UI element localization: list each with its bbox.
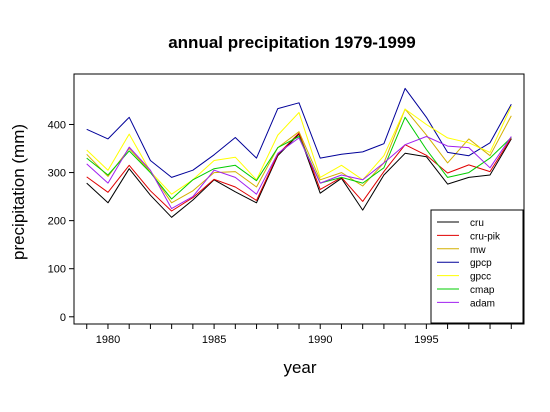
y-tick-label: 200 xyxy=(48,216,66,228)
legend-label-cru-pik: cru-pik xyxy=(470,231,501,242)
legend-label-mw: mw xyxy=(470,245,486,256)
series-line-gpcp xyxy=(86,87,512,178)
x-tick-label: 1980 xyxy=(96,334,120,346)
legend-label-gpcp: gpcp xyxy=(470,258,492,269)
x-tick-label: 1990 xyxy=(308,334,332,346)
series-line-adam xyxy=(86,136,512,210)
y-tick-label: 0 xyxy=(60,312,66,324)
x-tick-label: 1995 xyxy=(414,334,438,346)
x-axis: 1980 1985 1990 1995 xyxy=(86,324,512,346)
series-line-cmap xyxy=(86,116,512,200)
y-axis: 0 100 200 300 400 xyxy=(48,119,74,324)
x-tick-label: 1985 xyxy=(202,334,226,346)
legend-label-gpcc: gpcc xyxy=(470,272,491,283)
y-tick-label: 400 xyxy=(48,119,66,131)
legend-label-adam: adam xyxy=(470,298,495,309)
legend-box xyxy=(430,209,524,324)
series-layer xyxy=(86,87,512,218)
series-line-mw xyxy=(86,108,512,204)
series-line-gpcc xyxy=(86,105,512,195)
y-tick-label: 300 xyxy=(48,168,66,180)
y-tick-label: 100 xyxy=(48,264,66,276)
legend-label-cru: cru xyxy=(470,218,484,229)
x-axis-title: year xyxy=(283,358,316,377)
y-axis-title: precipitation (mm) xyxy=(9,124,28,260)
legend: cru cru-pik mw gpcp gpcc cmap adam xyxy=(430,209,524,324)
legend-label-cmap: cmap xyxy=(470,285,495,296)
series-line-cru-pik xyxy=(86,132,512,212)
chart-title: annual precipitation 1979-1999 xyxy=(168,33,416,52)
